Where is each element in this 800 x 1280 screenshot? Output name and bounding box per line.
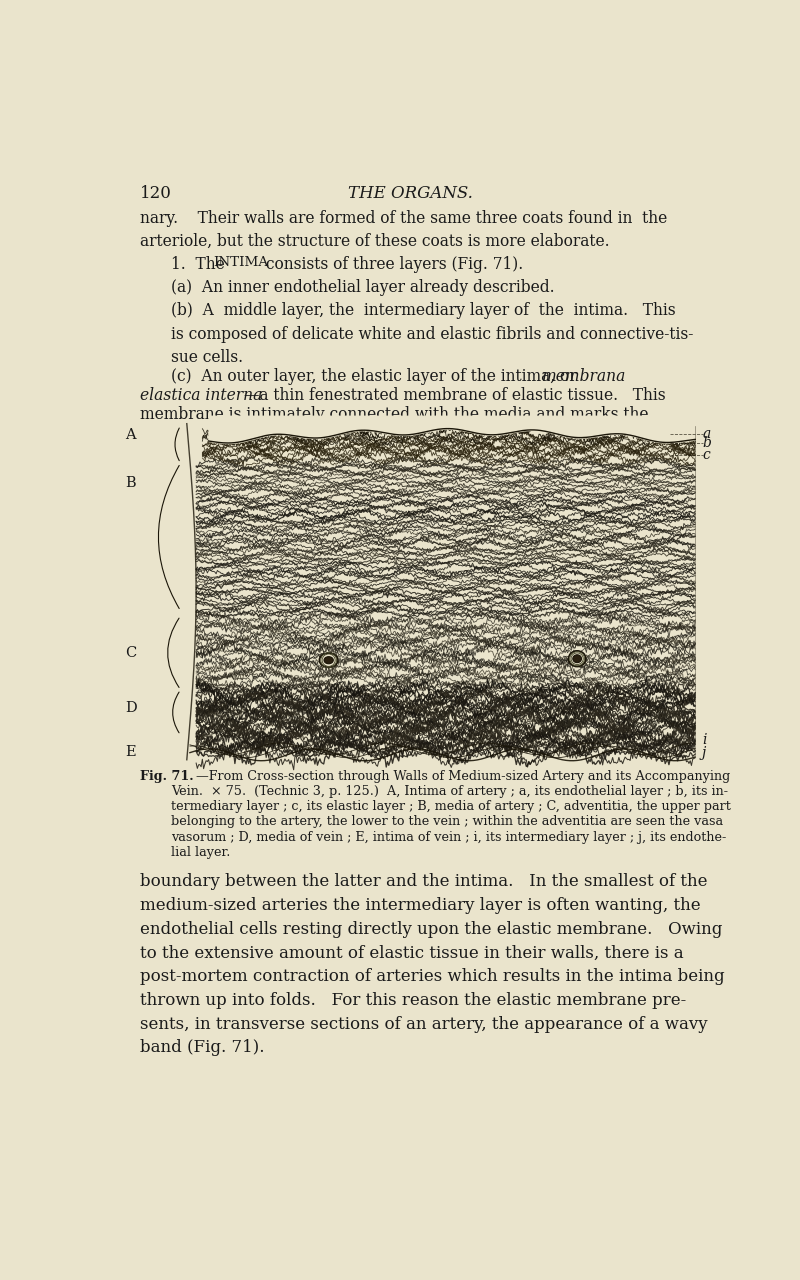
Text: E: E (125, 745, 135, 759)
Text: D: D (125, 700, 137, 714)
Text: elastica interna: elastica interna (140, 387, 262, 404)
Text: A: A (125, 429, 135, 443)
Text: b: b (702, 436, 711, 451)
Text: termediary layer ; c, its elastic layer ; B, media of artery ; C, adventitia, th: termediary layer ; c, its elastic layer … (171, 800, 731, 813)
Text: 120: 120 (140, 186, 172, 202)
Text: Vein.  × 75.  (Technic 3, p. 125.)  A, Intima of artery ; a, its endothelial lay: Vein. × 75. (Technic 3, p. 125.) A, Inti… (171, 785, 728, 797)
Text: belonging to the artery, the lower to the vein ; within the adventitia are seen : belonging to the artery, the lower to th… (171, 815, 723, 828)
Ellipse shape (324, 657, 334, 664)
Ellipse shape (573, 655, 582, 663)
Text: boundary between the latter and the intima.   In the smallest of the
medium-size: boundary between the latter and the inti… (140, 873, 725, 1056)
Text: membrana: membrana (542, 367, 626, 385)
Text: THE ORGANS.: THE ORGANS. (347, 186, 473, 202)
Text: c: c (702, 448, 710, 462)
Text: membrane is intimately connected with the media and marks the: membrane is intimately connected with th… (140, 407, 649, 424)
Text: (b)  A  middle layer, the  intermediary layer of  the  intima.   This
is compose: (b) A middle layer, the intermediary lay… (171, 302, 694, 366)
Text: i: i (702, 733, 706, 748)
Text: j: j (702, 746, 706, 760)
Text: lial layer.: lial layer. (171, 846, 230, 859)
Ellipse shape (569, 650, 586, 667)
Text: nary.    Their walls are formed of the same three coats found in  the
arteriole,: nary. Their walls are formed of the same… (140, 210, 667, 251)
Text: a: a (702, 426, 711, 440)
Text: C: C (125, 646, 136, 659)
Ellipse shape (319, 653, 338, 667)
Text: 1.  The: 1. The (171, 256, 230, 273)
Text: INTIMA: INTIMA (214, 256, 269, 269)
Text: B: B (125, 476, 135, 490)
Text: Fig. 71.: Fig. 71. (140, 769, 194, 782)
Text: —a thin fenestrated membrane of elastic tissue.   This: —a thin fenestrated membrane of elastic … (244, 387, 666, 404)
Text: —From Cross-section through Walls of Medium-sized Artery and its Accompanying: —From Cross-section through Walls of Med… (196, 769, 730, 782)
Text: vasorum ; D, media of vein ; E, intima of vein ; i, its intermediary layer ; j, : vasorum ; D, media of vein ; E, intima o… (171, 831, 726, 844)
Text: (a)  An inner endothelial layer already described.: (a) An inner endothelial layer already d… (171, 279, 555, 296)
Text: consists of three layers (Fig. 71).: consists of three layers (Fig. 71). (262, 256, 523, 273)
Text: (c)  An outer layer, the elastic layer of the intima, or: (c) An outer layer, the elastic layer of… (171, 367, 582, 385)
